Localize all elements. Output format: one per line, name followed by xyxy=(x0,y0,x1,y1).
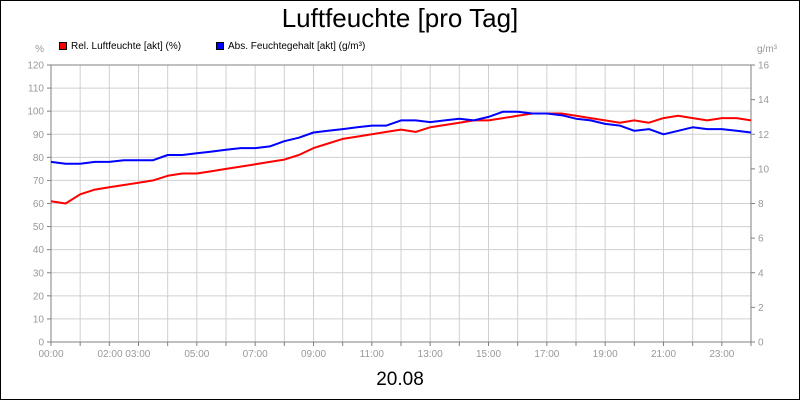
y-right-tick-label: 8 xyxy=(758,199,764,210)
x-tick-label: 02:00 03:00 xyxy=(98,349,151,360)
x-tick-label: 13:00 xyxy=(418,349,443,360)
x-tick-label: 11:00 xyxy=(360,349,385,360)
x-tick-label: 07:00 xyxy=(243,349,268,360)
x-tick-label: 17:00 xyxy=(534,349,559,360)
y-left-tick-label: 10 xyxy=(33,314,45,325)
legend-swatch-blue xyxy=(216,42,224,50)
y-left-tick-label: 80 xyxy=(33,153,45,164)
legend-item-rel-humidity: Rel. Luftfeuchte [akt] (%) xyxy=(59,40,181,52)
y-right-tick-label: 12 xyxy=(758,130,770,141)
y-left-tick-label: 90 xyxy=(33,130,45,141)
y-right-tick-label: 6 xyxy=(758,234,764,245)
legend-label-rel-humidity: Rel. Luftfeuchte [akt] (%) xyxy=(71,40,182,52)
y-left-tick-label: 40 xyxy=(33,245,45,256)
y-left-tick-label: 0 xyxy=(38,338,44,349)
x-tick-label: 23:00 xyxy=(709,349,734,360)
chart-title: Luftfeuchte [pro Tag] xyxy=(281,3,519,33)
x-tick-label: 19:00 xyxy=(593,349,618,360)
date-label: 20.08 xyxy=(376,369,424,390)
y-right-tick-label: 4 xyxy=(758,268,764,279)
y-left-tick-label: 50 xyxy=(33,222,45,233)
x-tick-label: 15:00 xyxy=(476,349,501,360)
legend-label-abs-humidity: Abs. Feuchtegehalt [akt] (g/m³) xyxy=(228,40,366,52)
series-line-abs-humidity xyxy=(50,110,752,165)
y-left-tick-label: 20 xyxy=(33,291,45,302)
legend-item-abs-humidity: Abs. Feuchtegehalt [akt] (g/m³) xyxy=(216,40,365,52)
y-left-tick-label: 100 xyxy=(27,107,44,118)
y-right-tick-label: 2 xyxy=(758,303,764,314)
x-tick-label: 05:00 xyxy=(184,349,209,360)
y-left-tick-label: 120 xyxy=(27,61,44,72)
y-left-tick-label: 30 xyxy=(33,268,45,279)
y-left-tick-label: 60 xyxy=(33,199,45,210)
y-left-tick-label: 110 xyxy=(28,84,44,95)
y-right-tick-label: 10 xyxy=(758,164,770,175)
x-tick-label: 09:00 xyxy=(301,349,326,360)
y-right-tick-label: 0 xyxy=(758,338,764,349)
x-tick-label: 21:00 xyxy=(651,349,676,360)
y-left-unit-label: % xyxy=(35,44,44,55)
y-right-tick-label: 16 xyxy=(758,61,770,72)
legend-swatch-red xyxy=(59,42,67,50)
y-right-tick-label: 14 xyxy=(758,95,770,106)
x-tick-label: 00:00 xyxy=(38,349,63,360)
series-line-rel-humidity xyxy=(50,112,752,205)
y-right-unit-label: g/m³ xyxy=(757,44,778,55)
y-left-tick-label: 70 xyxy=(33,176,45,187)
